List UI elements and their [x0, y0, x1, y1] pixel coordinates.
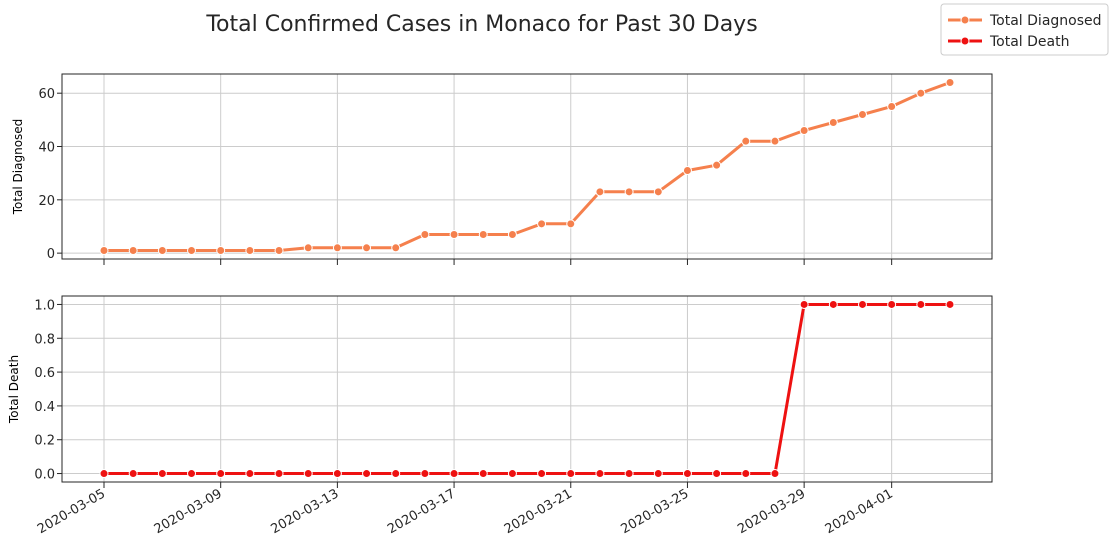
data-point [537, 469, 547, 479]
x-tick-label: 2020-04-01 [823, 486, 896, 537]
legend-label-diagnosed: Total Diagnosed [989, 13, 1102, 29]
data-point [362, 243, 372, 253]
x-tick-label: 2020-03-09 [152, 486, 225, 537]
series-line [104, 303, 950, 475]
data-point [449, 469, 459, 479]
data-point [332, 469, 342, 479]
data-point [799, 126, 809, 136]
panel-total-diagnosed: 0 20 40 60 Total Diagnosed [11, 73, 993, 265]
data-point [945, 299, 955, 309]
data-point [916, 88, 926, 98]
data-point [216, 469, 226, 479]
data-point [420, 229, 430, 239]
data-point [770, 469, 780, 479]
y-tick-label: 20 [38, 194, 55, 209]
y-tick-label: 1.0 [34, 298, 55, 313]
data-point [449, 229, 459, 239]
legend-box [940, 3, 1109, 56]
data-point [216, 245, 226, 255]
data-point [770, 136, 780, 146]
data-point [653, 187, 663, 197]
data-point [682, 165, 692, 175]
legend-label-death: Total Death [989, 34, 1069, 50]
data-point [245, 469, 255, 479]
legend: Total Diagnosed Total Death [940, 3, 1109, 56]
series-line [104, 81, 951, 252]
y-axis-label: Total Death [7, 355, 21, 424]
data-point [391, 243, 401, 253]
data-point [274, 245, 284, 255]
y-axis-label: Total Diagnosed [11, 119, 25, 216]
data-point [478, 229, 488, 239]
data-point [187, 245, 197, 255]
data-point [362, 469, 372, 479]
data-point [507, 229, 517, 239]
y-tick-label: 0.2 [34, 434, 55, 449]
data-point [420, 469, 430, 479]
data-point [828, 118, 838, 128]
data-point [274, 469, 284, 479]
y-tick-label: 0.6 [34, 366, 55, 381]
data-point [128, 245, 138, 255]
data-point [507, 469, 517, 479]
data-point [653, 469, 663, 479]
y-tick-label: 0.0 [34, 468, 55, 483]
data-point [682, 469, 692, 479]
data-point [157, 245, 167, 255]
data-point [537, 219, 547, 229]
x-tick-label: 2020-03-29 [735, 486, 808, 537]
data-point [857, 299, 867, 309]
data-point [303, 469, 313, 479]
y-tick-label: 40 [38, 141, 55, 156]
data-point [712, 469, 722, 479]
data-point [857, 110, 867, 120]
x-tick-label: 2020-03-17 [385, 486, 458, 537]
data-point [595, 187, 605, 197]
data-point [887, 299, 897, 309]
data-point [99, 245, 109, 255]
chart-title: Total Confirmed Cases in Monaco for Past… [205, 12, 757, 37]
x-tick-label: 2020-03-13 [268, 486, 341, 537]
data-point [128, 469, 138, 479]
data-point [566, 219, 576, 229]
y-tick-label: 0 [47, 247, 55, 262]
legend-marker-death [960, 36, 970, 46]
x-tick-label: 2020-03-21 [502, 486, 575, 537]
data-point [303, 243, 313, 253]
data-point [741, 136, 751, 146]
y-tick-label: 0.8 [34, 332, 55, 347]
x-tick-label: 2020-03-05 [35, 486, 108, 537]
data-point [916, 299, 926, 309]
y-tick-label: 60 [38, 87, 55, 102]
data-point [624, 187, 634, 197]
data-point [187, 469, 197, 479]
plot-frame [61, 295, 993, 483]
data-point [245, 245, 255, 255]
data-point [99, 469, 109, 479]
plot-frame [61, 73, 993, 260]
data-point [478, 469, 488, 479]
data-point [332, 243, 342, 253]
data-point [595, 469, 605, 479]
data-point [624, 469, 634, 479]
data-point [566, 469, 576, 479]
data-point [391, 469, 401, 479]
data-point [741, 469, 751, 479]
data-point [945, 78, 955, 88]
x-tick-label: 2020-03-25 [619, 486, 692, 537]
data-point [157, 469, 167, 479]
shared-x-axis: 2020-03-05 2020-03-09 2020-03-13 2020-03-17… [35, 486, 896, 537]
data-point [887, 102, 897, 112]
data-point [712, 160, 722, 170]
y-tick-label: 0.4 [34, 400, 55, 415]
data-point [828, 299, 838, 309]
data-point [799, 299, 809, 309]
legend-marker-diagnosed [960, 15, 970, 25]
panel-total-death: 0.0 0.2 0.4 0.6 0.8 1.0 Total Death [7, 295, 993, 488]
